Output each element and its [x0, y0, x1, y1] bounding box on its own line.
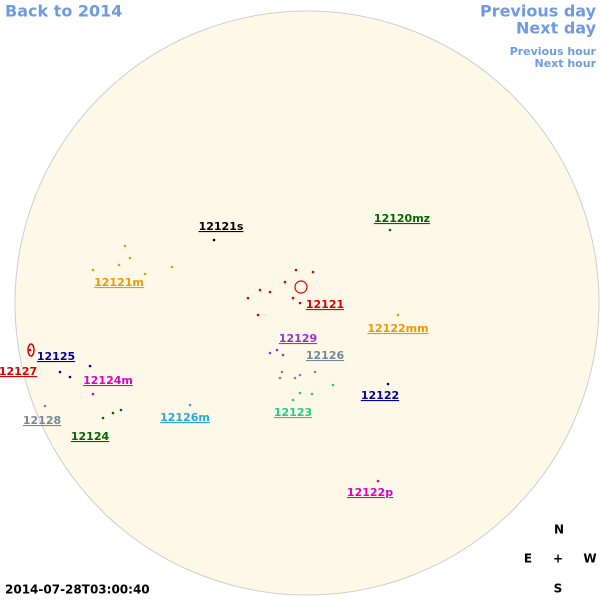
sunspot — [123, 244, 127, 248]
region-label: 12123 — [274, 406, 312, 419]
region-label: 12127 — [0, 365, 37, 378]
sunspot — [58, 370, 62, 374]
compass-north: N — [554, 523, 564, 537]
sunspot-outline — [27, 343, 35, 357]
sunspot — [386, 382, 390, 386]
sunspot — [91, 392, 95, 396]
sunspot — [143, 272, 147, 276]
sunspot — [128, 256, 132, 260]
sunspot — [298, 301, 302, 305]
previous-hour-link[interactable]: Previous hour — [510, 45, 597, 58]
region-label: 12124 — [71, 430, 110, 443]
sunspot — [212, 238, 216, 242]
compass-south: S — [554, 582, 563, 596]
sunspot — [275, 348, 279, 352]
sunspot-outline — [294, 280, 308, 294]
region-label: 12129 — [279, 332, 317, 345]
sunspot — [293, 376, 297, 380]
sunspot — [246, 296, 250, 300]
sunspot — [268, 290, 272, 294]
sunspot — [283, 280, 287, 284]
region-label: 12121 — [306, 298, 344, 311]
sunspot — [291, 296, 295, 300]
sunspot — [280, 370, 284, 374]
compass-east: E — [524, 552, 532, 566]
sunspot — [294, 268, 298, 272]
sunspot — [91, 268, 95, 272]
sunspot — [388, 228, 392, 232]
region-label: 12124m — [83, 374, 133, 387]
sunspot — [291, 398, 295, 402]
sunspot — [298, 391, 302, 395]
compass-west: W — [583, 552, 596, 566]
sunspot — [117, 263, 121, 267]
sunspot — [268, 351, 272, 355]
sunspot — [43, 404, 47, 408]
sunspot — [188, 403, 192, 407]
sunspot — [88, 364, 92, 368]
region-label: 12128 — [23, 414, 61, 427]
sunspot — [111, 411, 115, 415]
sunspot — [119, 408, 123, 412]
region-label: 12122mm — [367, 322, 428, 335]
region-label: 12121m — [94, 276, 144, 289]
back-link[interactable]: Back to 2014 — [5, 2, 122, 21]
region-label: 12120mz — [374, 212, 430, 225]
sunspot — [298, 373, 302, 377]
timestamp: 2014-07-28T03:00:40 — [5, 583, 150, 597]
region-label: 12122 — [361, 389, 399, 402]
sunspot — [278, 376, 282, 380]
sunspot — [313, 370, 317, 374]
sunspot — [311, 270, 315, 274]
region-label: 12126m — [160, 411, 210, 424]
sunspot — [396, 313, 400, 317]
next-day-link[interactable]: Next day — [516, 19, 597, 38]
sunspot — [331, 383, 335, 387]
sunspot — [170, 265, 174, 269]
region-label: 12121s — [199, 220, 244, 233]
region-label: 12122p — [347, 486, 393, 499]
next-hour-link[interactable]: Next hour — [535, 57, 597, 70]
sunspot — [68, 375, 72, 379]
sunspot — [376, 479, 380, 483]
sunspot — [310, 392, 314, 396]
sunspot — [258, 288, 262, 292]
region-label: 12126 — [306, 349, 345, 362]
compass-center: + — [553, 552, 563, 566]
sunspot — [281, 353, 285, 357]
sunspot — [28, 348, 32, 352]
sunspot — [101, 416, 105, 420]
sunspot — [256, 313, 260, 317]
solar-disk — [14, 10, 600, 596]
region-label: 12125 — [37, 350, 75, 363]
previous-day-link[interactable]: Previous day — [480, 2, 597, 21]
